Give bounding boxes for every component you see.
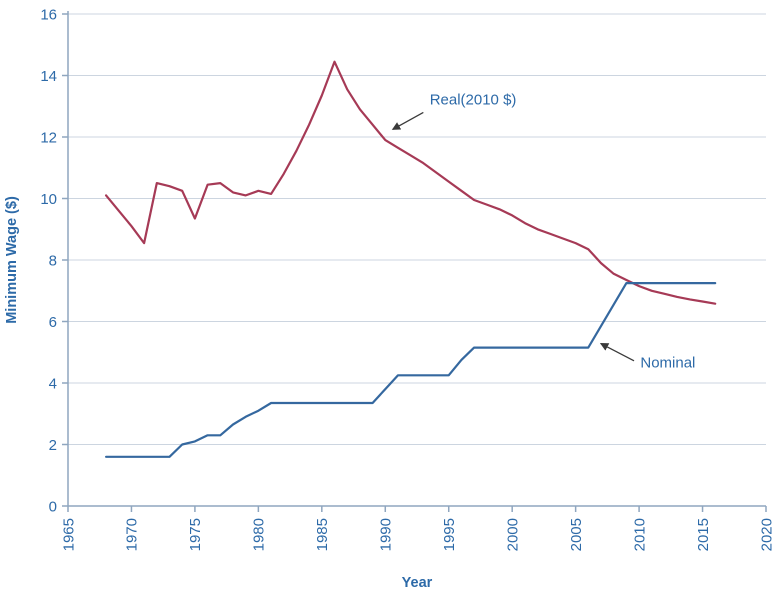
x-tick-label: 2020 — [758, 518, 775, 551]
x-tick-label: 1990 — [378, 518, 395, 551]
y-axis-title: Minimum Wage ($) — [4, 196, 20, 324]
y-tick-label: 16 — [40, 6, 57, 23]
x-tick-label: 1965 — [60, 518, 77, 551]
x-tick-label: 1985 — [314, 518, 331, 551]
y-tick-label: 14 — [40, 68, 57, 85]
x-tick-label: 2015 — [695, 518, 712, 551]
x-axis-title: Year — [402, 575, 433, 591]
x-tick-label: 2000 — [504, 518, 521, 551]
x-tick-label: 1995 — [441, 518, 458, 551]
y-tick-label: 8 — [49, 252, 57, 269]
x-tick-label: 1975 — [187, 518, 204, 551]
annotation-label-nominal: Nominal — [640, 355, 695, 372]
y-tick-label: 6 — [49, 314, 57, 331]
series-line-nominal — [105, 282, 717, 458]
x-tick-label: 1980 — [251, 518, 268, 551]
y-tick-label: 4 — [49, 375, 57, 392]
annotation-label-real-2010: Real(2010 $) — [430, 92, 517, 109]
series-lines — [105, 60, 717, 458]
x-tick-label: 2005 — [568, 518, 585, 551]
gridlines — [68, 13, 766, 445]
annotation-arrow-real-2010 — [391, 111, 424, 130]
y-tick-label: 12 — [40, 129, 57, 146]
x-tick-label: 2010 — [631, 518, 648, 551]
y-tick-label: 2 — [49, 437, 57, 454]
y-tick-label: 0 — [49, 498, 57, 515]
x-tick-label: 1970 — [124, 518, 141, 551]
series-line-real-2010 — [105, 60, 717, 305]
annotations: Real(2010 $) Nominal — [391, 92, 695, 372]
annotation-arrow-nominal — [599, 343, 635, 362]
y-tick-label: 10 — [40, 191, 57, 208]
axes: 0 2 4 6 8 10 12 14 16 1965 1970 1975 1980 1985 1990 199… — [40, 6, 775, 551]
